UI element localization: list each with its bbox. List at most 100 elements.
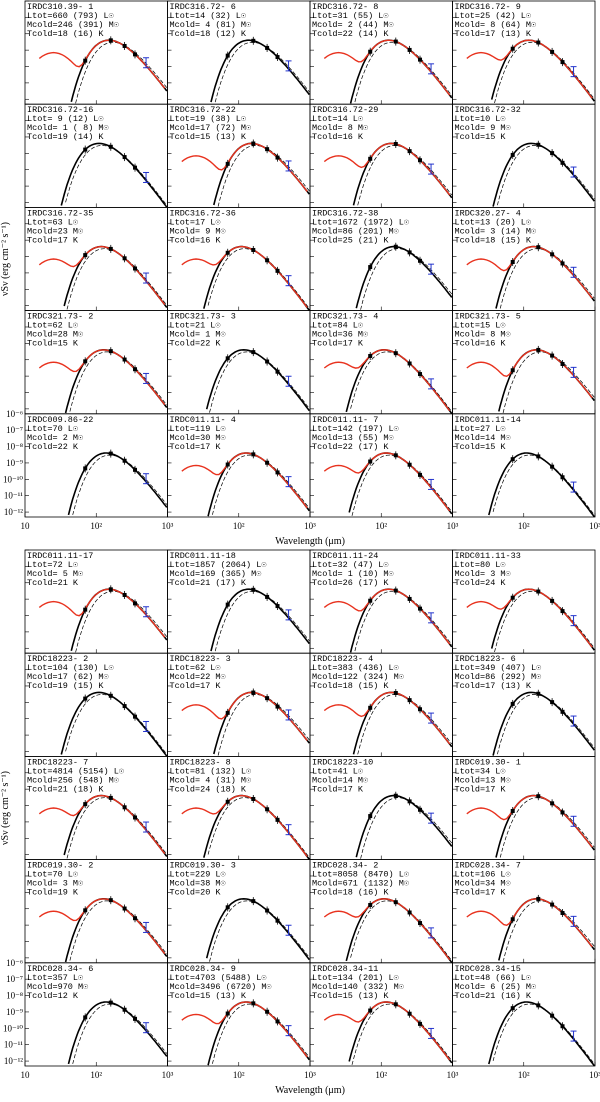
photometry-point: [108, 795, 113, 800]
sed-fit: [323, 349, 451, 412]
panel-name: IRDC011.11- 4: [170, 415, 236, 425]
luminosity: Ltot=62 L☉: [27, 321, 78, 331]
y-tick-label: 10⁻⁸: [6, 991, 23, 1001]
mass: Mcold= 8 (64) M☉: [455, 20, 537, 30]
luminosity: Ltot= 9 (12) L☉: [27, 114, 104, 124]
photometry-point: [265, 594, 270, 599]
photometry-point: [510, 701, 515, 706]
x-tick-label: 10²: [518, 1070, 530, 1080]
panel-name: IRDC011.11- 7: [312, 415, 378, 425]
photometry-point: [418, 707, 423, 712]
sed-fit: [181, 691, 308, 741]
model-curve-alt: [360, 797, 453, 859]
panel-name: IRDC028.34-15: [455, 964, 521, 974]
panel-name: IRDC316.72-35: [27, 208, 93, 218]
photometry-point: [83, 802, 88, 807]
photometry-point: [83, 696, 88, 701]
photometry-point: [550, 151, 555, 156]
sed-fit: [38, 245, 166, 306]
photometry-point: [83, 147, 88, 152]
temperature: Tcold=18 (15) K: [312, 681, 389, 691]
luminosity: Ltot=8058 (8470) L☉: [312, 870, 409, 880]
luminosity: Ltot=31 (55) L☉: [312, 11, 389, 21]
photometry-point: [133, 467, 138, 472]
photometry-point: [393, 1002, 398, 1007]
mass: Mcold=28 M☉: [27, 330, 83, 340]
mass: Mcold=86 (201) M☉: [312, 226, 399, 236]
sed-fit: [181, 794, 308, 857]
luminosity: Ltot=14 L☉: [312, 114, 363, 124]
mass: Mcold=17 (62) M☉: [27, 672, 109, 682]
panel-name: IRDC18223-10: [312, 757, 373, 767]
photometry-point: [368, 705, 373, 710]
luminosity: Ltot=349 (407) L☉: [455, 663, 542, 673]
x-tick-label: 10²: [518, 521, 530, 531]
photometry-point: [368, 1008, 373, 1013]
photometry-point: [368, 598, 373, 603]
photometry-point: [225, 1011, 230, 1016]
mass: Mcold= 8 M☉: [455, 330, 511, 340]
panel-name: IRDC316.72-29: [312, 105, 378, 115]
temperature: Tcold=17 K: [170, 442, 222, 452]
photometry-point: [393, 588, 398, 593]
temperature: Tcold=15 (13) K: [312, 991, 389, 1001]
x-tick-label: 10²: [233, 1070, 245, 1080]
model-curve: [488, 1001, 595, 1067]
photometry-point: [407, 596, 412, 601]
mass: Mcold=140 (332) M☉: [312, 982, 404, 992]
panel-name: IRDC011.11-14: [455, 415, 521, 425]
model-curve-alt: [209, 351, 310, 413]
photometry-point: [536, 1003, 541, 1008]
model-curve: [492, 142, 595, 207]
photometry-point: [83, 359, 88, 364]
photometry-point: [407, 462, 412, 467]
photometry-point: [265, 147, 270, 152]
luminosity: Ltot=72 L☉: [27, 560, 78, 570]
photometry-point: [536, 40, 541, 45]
panel-name: IRDC310.39- 1: [27, 2, 93, 12]
panel-name: IRDC316.72- 6: [170, 2, 236, 12]
temperature: Tcold=19 (14) K: [27, 132, 104, 142]
photometry-point: [418, 1021, 423, 1026]
x-tick-label: 10³: [589, 1070, 600, 1080]
y-tick-label: 10⁻¹⁰: [3, 1023, 23, 1033]
model-curve-alt: [494, 41, 595, 104]
model-curve: [63, 794, 168, 857]
temperature: Tcold=22 K: [170, 339, 222, 349]
model-curve: [64, 898, 168, 963]
panel-name: IRDC316.72-38: [312, 208, 378, 218]
luminosity: Ltot=84 L☉: [312, 321, 363, 331]
photometry-point: [265, 908, 270, 913]
luminosity: Ltot=1857 (2064) L☉: [170, 560, 267, 570]
photometry-point: [560, 60, 565, 65]
temperature: Tcold=17 K: [455, 784, 507, 794]
x-tick-label: 10: [21, 1070, 31, 1080]
photometry-point: [251, 587, 256, 592]
y-tick-label: 10⁻⁹: [6, 458, 23, 468]
mass: Mcold= 2 M☉: [27, 433, 83, 443]
photometry-point: [251, 38, 256, 43]
mass: Mcold=86 (292) M☉: [455, 672, 542, 682]
panel-name: IRDC019.30- 1: [455, 757, 521, 767]
sed-fit: [38, 588, 166, 638]
y-tick-label: 10⁻⁹: [6, 1007, 23, 1017]
panel-name: IRDC321.73- 5: [455, 312, 521, 322]
photometry-point: [536, 454, 541, 459]
photometry-point: [418, 606, 423, 611]
temperature: Tcold=16 K: [170, 235, 222, 245]
